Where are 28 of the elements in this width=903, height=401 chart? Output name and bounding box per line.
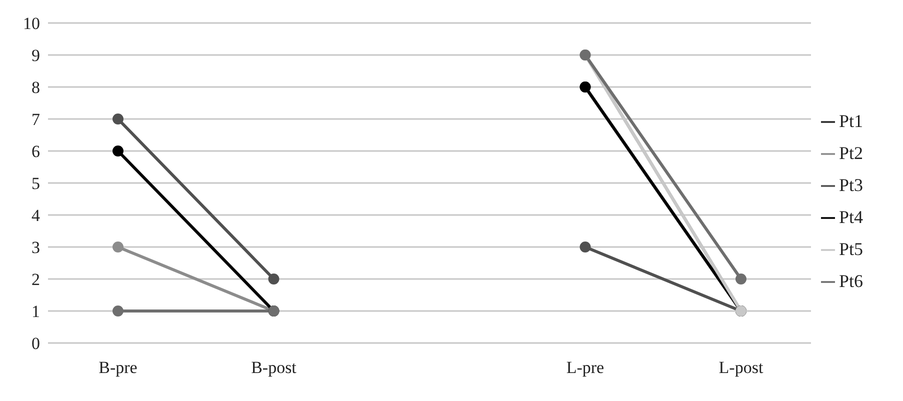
y-tick-label: 0 — [32, 334, 40, 354]
y-tick-label: 5 — [32, 174, 40, 194]
point — [112, 146, 124, 156]
legend-label: Pt2 — [838, 142, 863, 162]
y-tick-label: 7 — [32, 110, 40, 130]
x-tick-label: L-post — [718, 358, 764, 378]
y-tick-label: 3 — [32, 238, 40, 258]
y-tick-label: 4 — [32, 206, 40, 226]
legend-label: Pt5 — [838, 238, 863, 258]
legend-label: Pt1 — [838, 110, 863, 130]
y-tick-label: 9 — [32, 46, 40, 66]
point — [112, 306, 124, 316]
y-tick-label: 8 — [32, 78, 40, 98]
y-tick-label: 6 — [32, 142, 40, 162]
y-tick-label: 10 — [23, 14, 40, 34]
x-tick-label: B-pre — [98, 358, 138, 378]
point — [112, 242, 124, 252]
point — [580, 242, 591, 252]
legend-label: Pt4 — [838, 206, 863, 226]
y-tick-label: 2 — [32, 270, 40, 290]
legend-label: Pt3 — [838, 174, 863, 194]
legend-label: Pt6 — [838, 270, 863, 290]
point — [268, 274, 280, 284]
x-tick-label: B-post — [251, 358, 297, 378]
point — [112, 114, 124, 124]
point — [735, 274, 746, 284]
x-tick-label: L-pre — [566, 358, 604, 378]
y-tick-label: 1 — [32, 302, 40, 322]
